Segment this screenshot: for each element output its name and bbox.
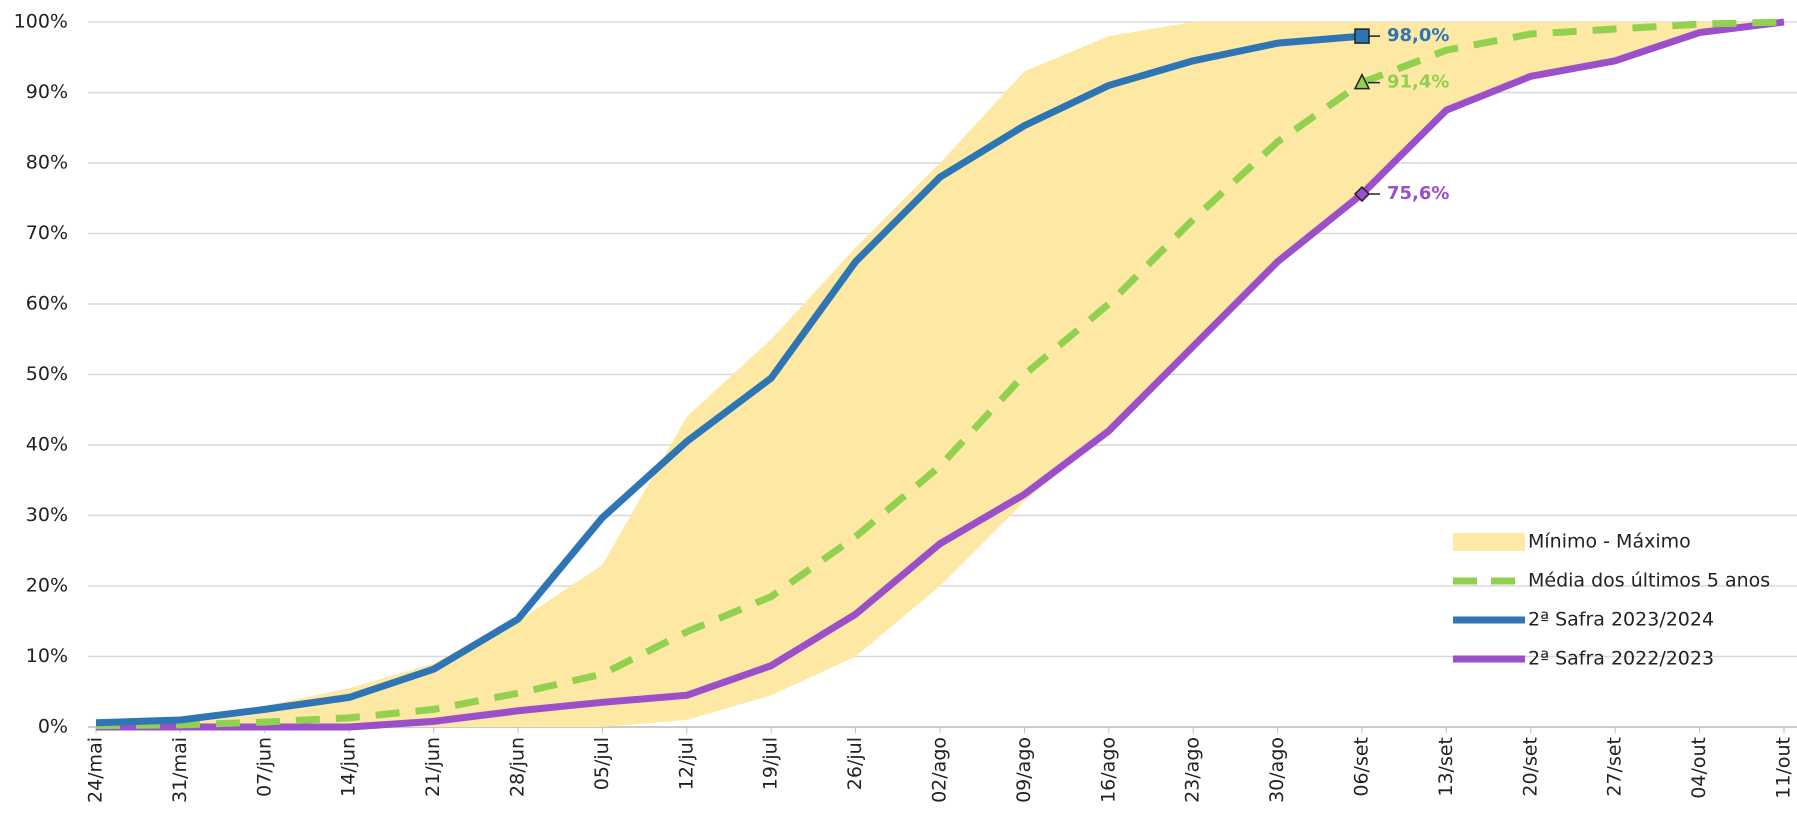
x-tick-label: 06/set [1351, 737, 1373, 797]
x-tick-label: 16/ago [1097, 737, 1119, 803]
y-tick-label: 20% [26, 575, 68, 597]
legend-label: Mínimo - Máximo [1528, 531, 1691, 553]
y-tick-label: 100% [14, 11, 68, 33]
legend-label: 2ª Safra 2023/2024 [1528, 609, 1714, 631]
x-tick-label: 02/ago [929, 737, 951, 803]
y-tick-label: 50% [26, 363, 68, 385]
legend-swatch [1453, 533, 1525, 551]
marker [1353, 185, 1371, 203]
x-tick-label: 26/jul [844, 737, 866, 790]
x-tick-label: 13/set [1435, 737, 1457, 797]
x-tick-label: 12/jul [675, 737, 697, 790]
x-tick-label: 20/set [1519, 737, 1541, 797]
marker [1354, 28, 1370, 44]
y-tick-label: 30% [26, 504, 68, 526]
legend-label: Média dos últimos 5 anos [1528, 570, 1770, 592]
x-tick-label: 09/ago [1013, 737, 1035, 803]
x-tick-label: 04/out [1688, 737, 1710, 799]
y-tick-label: 10% [26, 645, 68, 667]
value-label: 75,6% [1387, 183, 1449, 204]
x-tick-label: 30/ago [1266, 737, 1288, 803]
y-tick-label: 80% [26, 152, 68, 174]
x-tick-label: 14/jun [338, 737, 360, 797]
x-tick-label: 11/out [1773, 737, 1795, 799]
min-max-band [96, 22, 1784, 727]
x-tick-label: 31/mai [169, 737, 191, 803]
series-line [95, 18, 1785, 730]
y-tick-label: 0% [38, 716, 68, 738]
x-tick-label: 21/jun [422, 737, 444, 797]
x-tick-label: 27/set [1604, 737, 1626, 797]
y-tick-label: 40% [26, 434, 68, 456]
x-tick-label: 05/jul [591, 737, 613, 790]
y-tick-label: 90% [26, 81, 68, 103]
y-tick-label: 60% [26, 293, 68, 315]
series-line [95, 32, 1363, 727]
value-label: 91,4% [1387, 72, 1449, 93]
x-tick-label: 23/ago [1182, 737, 1204, 803]
x-tick-label: 28/jun [507, 737, 529, 797]
x-tick-label: 24/mai [85, 737, 107, 803]
marker [1353, 72, 1371, 90]
value-label: 98,0% [1387, 25, 1449, 46]
series-line [96, 18, 1785, 731]
y-tick-label: 70% [26, 222, 68, 244]
x-tick-label: 19/jul [760, 737, 782, 790]
x-tick-label: 07/jun [253, 737, 275, 797]
legend-label: 2ª Safra 2022/2023 [1528, 648, 1714, 670]
